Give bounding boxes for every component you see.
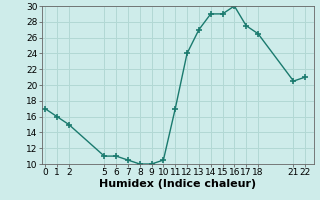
X-axis label: Humidex (Indice chaleur): Humidex (Indice chaleur) [99,179,256,189]
